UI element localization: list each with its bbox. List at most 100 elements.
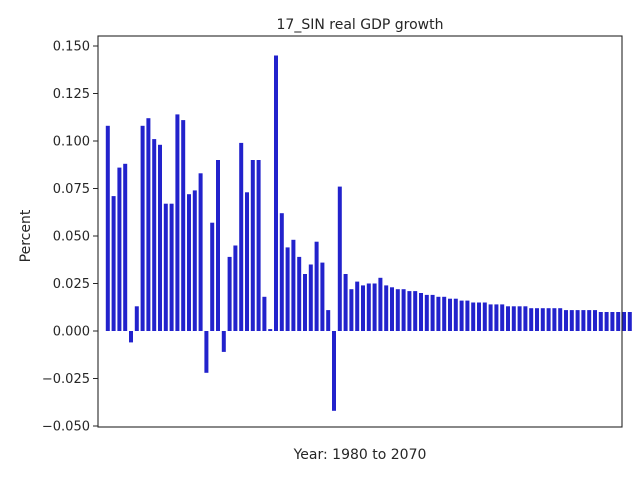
bar-2022: [349, 289, 354, 331]
bar-2017: [320, 262, 325, 331]
y-tick-label: 0.000: [53, 325, 90, 340]
bar-2050: [511, 306, 516, 331]
bar-1990: [163, 203, 168, 331]
bar-2000: [221, 331, 226, 352]
bar-2020: [337, 186, 342, 331]
bar-2032: [407, 291, 412, 331]
bars-group: [105, 55, 632, 411]
bar-2063: [587, 310, 592, 331]
bar-2001: [227, 256, 232, 331]
bar-1981: [111, 196, 116, 331]
bar-2064: [593, 310, 597, 331]
bar-1994: [187, 194, 191, 331]
bar-2030: [395, 289, 400, 331]
y-tick-label: −0.050: [42, 420, 90, 435]
bar-1995: [192, 190, 197, 331]
bar-1984: [129, 331, 133, 343]
bar-2049: [506, 306, 510, 331]
bar-2039: [448, 298, 452, 331]
bar-2056: [546, 308, 551, 331]
bar-2033: [413, 291, 418, 331]
bar-2057: [552, 308, 557, 331]
bar-2036: [430, 294, 435, 331]
bar-2053: [529, 308, 534, 331]
bar-2047: [494, 304, 499, 331]
bar-2041: [459, 300, 464, 331]
bar-2051: [517, 306, 522, 331]
bar-2015: [308, 264, 313, 331]
y-axis: 0.150 0.125 0.100 0.075 0.050 0.025 0.000 −0.02…: [42, 40, 98, 435]
bar-2054: [535, 308, 539, 331]
bar-1982: [117, 167, 122, 331]
bar-2059: [564, 310, 568, 331]
bar-2025: [366, 283, 371, 331]
y-tick-label: 0.050: [53, 230, 90, 245]
bar-2037: [436, 296, 441, 331]
bar-2062: [581, 310, 586, 331]
bar-1985: [134, 306, 139, 331]
bar-2044: [477, 302, 481, 331]
bar-2070: [627, 312, 632, 331]
bar-2065: [598, 312, 603, 331]
bar-2014: [303, 274, 307, 331]
bar-2007: [262, 296, 267, 331]
bar-2006: [256, 160, 261, 331]
y-tick-label: 0.125: [53, 87, 90, 102]
bar-2021: [343, 274, 348, 331]
bar-2046: [488, 304, 493, 331]
bar-2009: [274, 55, 278, 331]
bar-2043: [471, 302, 476, 331]
y-tick-label: 0.100: [53, 135, 90, 150]
bar-2024: [361, 285, 365, 331]
bar-2004: [245, 192, 249, 331]
bar-2034: [419, 293, 423, 331]
x-axis-label: Year: 1980 to 2070: [293, 447, 427, 463]
bar-1986: [140, 125, 145, 331]
bar-1983: [123, 163, 128, 331]
bar-1980: [105, 125, 110, 331]
bar-1997: [204, 331, 209, 373]
bar-2003: [239, 142, 244, 331]
bar-2048: [500, 304, 505, 331]
bar-1988: [152, 139, 157, 331]
bar-2002: [233, 245, 238, 331]
bar-2011: [285, 247, 290, 331]
bar-2028: [384, 285, 389, 331]
bar-2019: [332, 331, 336, 411]
bar-2012: [291, 239, 296, 331]
bar-1998: [210, 222, 215, 331]
bar-2052: [523, 306, 528, 331]
y-tick-label: 0.025: [53, 277, 90, 292]
bar-2066: [604, 312, 609, 331]
bar-1993: [181, 120, 186, 331]
y-tick-label: 0.075: [53, 182, 90, 197]
bar-2029: [390, 287, 394, 331]
bar-2035: [424, 294, 429, 331]
y-tick-label: 0.150: [53, 40, 90, 55]
y-tick-label: −0.025: [42, 372, 90, 387]
bar-1991: [169, 203, 174, 331]
bar-2018: [326, 310, 331, 331]
bar-2005: [250, 160, 255, 331]
bar-1999: [216, 160, 220, 331]
bar-1987: [146, 118, 151, 331]
bar-2026: [372, 283, 377, 331]
bar-2060: [569, 310, 574, 331]
bar-2055: [540, 308, 545, 331]
bar-1989: [158, 144, 162, 331]
chart-title: 17_SIN real GDP growth: [277, 17, 444, 33]
bar-2068: [616, 312, 621, 331]
bar-2027: [378, 277, 383, 331]
bar-2008: [268, 329, 273, 331]
bar-2058: [558, 308, 563, 331]
bar-2042: [465, 300, 470, 331]
bar-2023: [355, 281, 360, 331]
bar-1996: [198, 173, 203, 331]
bar-2031: [401, 289, 406, 331]
plot-frame: [97, 35, 623, 428]
bar-2067: [610, 312, 615, 331]
bar-2016: [314, 241, 319, 331]
bar-2010: [279, 213, 284, 331]
bar-2038: [442, 296, 447, 331]
